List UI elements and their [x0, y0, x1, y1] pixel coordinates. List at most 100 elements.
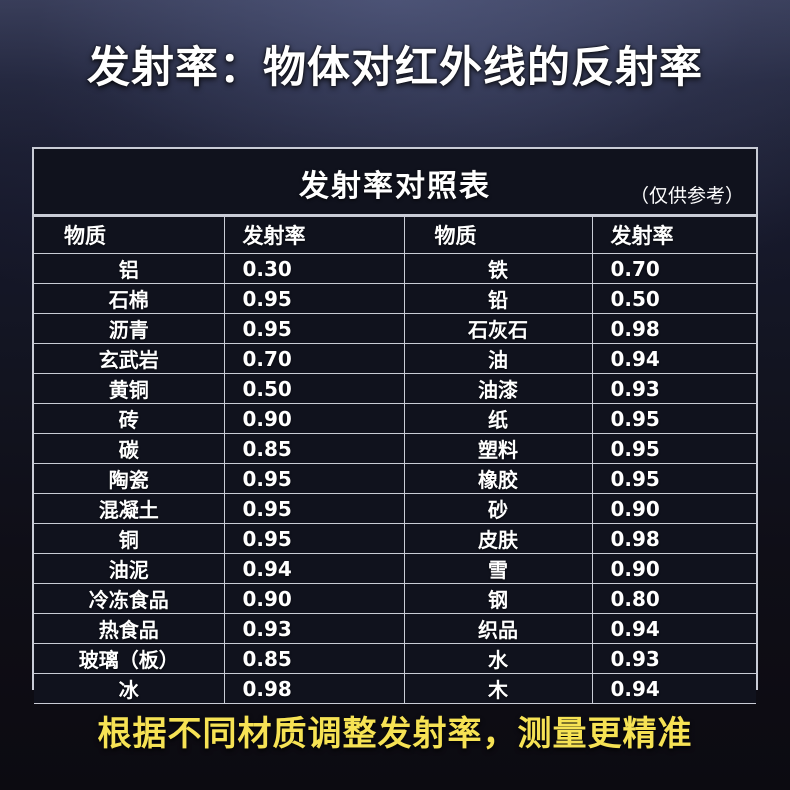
- cell-emissivity-left-text: 0.94: [242, 556, 292, 581]
- cell-material-right: 织品: [404, 613, 593, 644]
- cell-material-right-text: 油: [488, 348, 508, 372]
- cell-emissivity-right: 0.93: [592, 643, 756, 674]
- cell-material-left: 石棉: [34, 283, 225, 314]
- cell-emissivity-left: 0.95: [224, 283, 405, 314]
- table-row: 陶瓷 0.95 橡胶 0.95: [34, 463, 756, 494]
- table-row: 玄武岩 0.70 油 0.94: [34, 343, 756, 374]
- column-header-material-right: 物质: [404, 216, 593, 254]
- cell-material-right: 橡胶: [404, 463, 593, 494]
- cell-material-right-text: 塑料: [478, 438, 518, 462]
- cell-material-left: 铜: [34, 523, 225, 554]
- cell-material-left: 陶瓷: [34, 463, 225, 494]
- cell-emissivity-left: 0.95: [224, 463, 405, 494]
- cell-emissivity-left-text: 0.50: [242, 376, 292, 401]
- cell-material-left-text: 铝: [118, 258, 139, 282]
- cell-emissivity-right: 0.98: [592, 313, 756, 344]
- cell-emissivity-left: 0.95: [224, 523, 405, 554]
- cell-emissivity-right-text: 0.80: [610, 586, 660, 611]
- cell-material-left: 碳: [34, 433, 225, 464]
- cell-material-right: 水: [404, 643, 593, 674]
- cell-emissivity-left-text: 0.93: [242, 616, 292, 641]
- cell-material-right-text: 铅: [488, 288, 508, 312]
- cell-material-left-text: 黄铜: [108, 378, 149, 402]
- cell-material-left-text: 玄武岩: [98, 348, 159, 372]
- cell-material-left: 混凝土: [34, 493, 225, 524]
- cell-material-right: 塑料: [404, 433, 593, 464]
- cell-material-left: 沥青: [34, 313, 225, 344]
- cell-material-right: 油漆: [404, 373, 593, 404]
- cell-emissivity-left: 0.94: [224, 553, 405, 584]
- cell-material-right: 砂: [404, 493, 593, 524]
- cell-material-right: 石灰石: [404, 313, 593, 344]
- cell-emissivity-right-text: 0.98: [610, 526, 660, 551]
- cell-material-left-text: 铜: [118, 528, 139, 552]
- cell-emissivity-right-text: 0.70: [610, 256, 660, 281]
- cell-emissivity-left-text: 0.98: [242, 676, 292, 701]
- table-row: 冷冻食品 0.90 钢 0.80: [34, 583, 756, 614]
- cell-material-right-text: 砂: [488, 498, 508, 522]
- cell-material-left-text: 混凝土: [98, 498, 159, 522]
- emissivity-table-frame: 发射率对照表 （仅供参考） 物质 发射率 物质: [32, 147, 758, 704]
- cell-material-right-text: 油漆: [478, 378, 518, 402]
- cell-emissivity-right: 0.98: [592, 523, 756, 554]
- cell-emissivity-right: 0.95: [592, 463, 756, 494]
- cell-material-left-text: 石棉: [108, 288, 149, 312]
- cell-emissivity-left: 0.90: [224, 403, 405, 434]
- cell-material-right-text: 纸: [488, 408, 508, 432]
- cell-emissivity-right: 0.94: [592, 613, 756, 644]
- table-row: 沥青 0.95 石灰石 0.98: [34, 313, 756, 344]
- cell-material-left: 砖: [34, 403, 225, 434]
- cell-emissivity-left: 0.85: [224, 433, 405, 464]
- cell-material-left-text: 冷冻食品: [88, 588, 169, 612]
- table-body: 铝 0.30 铁 0.70 石棉 0.95 铅 0.50 沥青 0.95 石灰石 0.98 玄武岩 0.7…: [34, 253, 756, 704]
- cell-material-right-text: 石灰石: [468, 318, 528, 342]
- cell-emissivity-right-text: 0.90: [610, 556, 660, 581]
- table-row: 油泥 0.94 雪 0.90: [34, 553, 756, 584]
- table-row: 碳 0.85 塑料 0.95: [34, 433, 756, 464]
- cell-material-right: 油: [404, 343, 593, 374]
- table-row: 砖 0.90 纸 0.95: [34, 403, 756, 434]
- cell-emissivity-right-text: 0.95: [610, 436, 660, 461]
- cell-material-right-text: 皮肤: [478, 528, 518, 552]
- cell-emissivity-left-text: 0.85: [242, 436, 292, 461]
- cell-emissivity-right: 0.90: [592, 553, 756, 584]
- table-row: 黄铜 0.50 油漆 0.93: [34, 373, 756, 404]
- cell-emissivity-left: 0.93: [224, 613, 405, 644]
- cell-material-left: 玻璃（板）: [34, 643, 225, 674]
- cell-material-right: 铁: [404, 253, 593, 284]
- cell-emissivity-right: 0.95: [592, 403, 756, 434]
- cell-emissivity-right-text: 0.94: [610, 346, 660, 371]
- cell-material-right-text: 钢: [488, 588, 508, 612]
- cell-material-right-text: 铁: [488, 258, 508, 282]
- cell-material-left: 铝: [34, 253, 225, 284]
- cell-material-right: 皮肤: [404, 523, 593, 554]
- cell-material-left: 冷冻食品: [34, 583, 225, 614]
- table-title: 发射率对照表: [299, 169, 491, 204]
- cell-emissivity-left-text: 0.30: [242, 256, 292, 281]
- cell-emissivity-right: 0.50: [592, 283, 756, 314]
- cell-emissivity-left-text: 0.95: [242, 496, 292, 521]
- cell-material-left-text: 碳: [118, 438, 139, 462]
- cell-material-right: 木: [404, 673, 593, 704]
- cell-emissivity-left-text: 0.95: [242, 286, 292, 311]
- cell-emissivity-left: 0.95: [224, 493, 405, 524]
- cell-emissivity-left: 0.85: [224, 643, 405, 674]
- cell-emissivity-right-text: 0.94: [610, 676, 660, 701]
- cell-material-right-text: 木: [488, 678, 508, 702]
- table-header-row: 物质 发射率 物质 发射率: [34, 216, 756, 254]
- cell-material-left: 冰: [34, 673, 225, 704]
- cell-emissivity-right-text: 0.98: [610, 316, 660, 341]
- cell-emissivity-left-text: 0.90: [242, 586, 292, 611]
- cell-material-left: 热食品: [34, 613, 225, 644]
- footer-caption: 根据不同材质调整发射率，测量更精准: [97, 714, 693, 754]
- cell-emissivity-right: 0.80: [592, 583, 756, 614]
- column-header-emissivity-right: 发射率: [592, 216, 756, 254]
- cell-material-right-text: 水: [488, 648, 508, 672]
- cell-material-left-text: 陶瓷: [108, 468, 149, 492]
- table-note: （仅供参考）: [629, 185, 744, 207]
- cell-material-left: 玄武岩: [34, 343, 225, 374]
- cell-material-right-text: 雪: [488, 558, 508, 582]
- cell-emissivity-left-text: 0.95: [242, 316, 292, 341]
- cell-material-right: 铅: [404, 283, 593, 314]
- cell-emissivity-right-text: 0.90: [610, 496, 660, 521]
